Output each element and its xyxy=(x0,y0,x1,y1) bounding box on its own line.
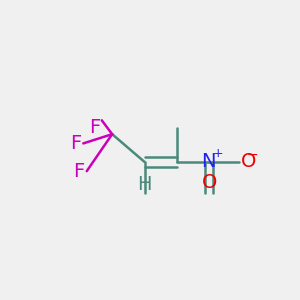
Text: F: F xyxy=(73,162,85,181)
Text: F: F xyxy=(70,134,81,153)
Text: N: N xyxy=(201,152,215,171)
Text: H: H xyxy=(137,175,152,194)
Text: +: + xyxy=(213,147,223,160)
Text: −: − xyxy=(246,148,258,161)
Text: O: O xyxy=(202,173,217,192)
Text: O: O xyxy=(240,152,256,171)
Text: F: F xyxy=(89,118,100,137)
